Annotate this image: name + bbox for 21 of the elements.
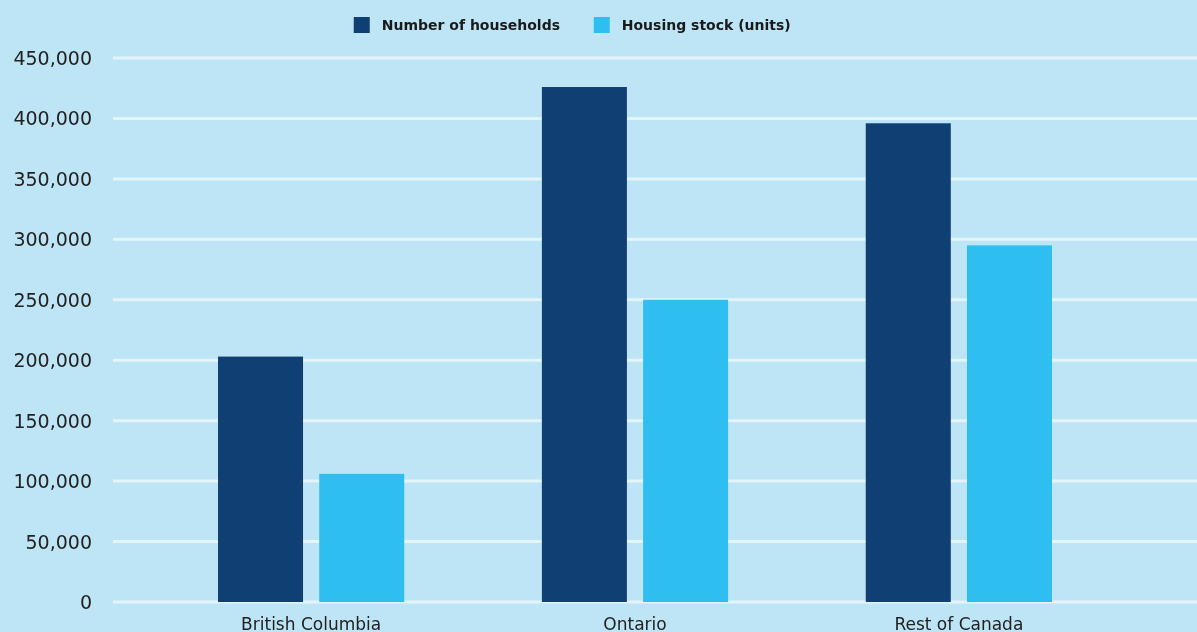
x-tick-label: Rest of Canada (894, 614, 1024, 632)
legend-label: Number of households (381, 17, 561, 33)
y-tick-label: 200,000 (13, 349, 92, 372)
legend-label: Housing stock (units) (621, 17, 791, 33)
y-tick-label: 50,000 (25, 530, 92, 553)
y-tick-label: 400,000 (13, 107, 92, 130)
y-tick-label: 150,000 (13, 409, 92, 432)
y-tick-label: 100,000 (13, 470, 92, 493)
x-tick-label: British Columbia (241, 614, 382, 632)
bar (218, 356, 304, 602)
y-tick-label: 300,000 (13, 228, 92, 251)
x-tick-label: Ontario (603, 614, 667, 632)
bar (966, 245, 1052, 602)
y-tick-label: 0 (79, 591, 92, 613)
bar (643, 299, 729, 602)
bar (541, 87, 627, 602)
y-tick-label: 450,000 (13, 47, 92, 69)
y-tick-label: 250,000 (13, 288, 92, 311)
bar (319, 473, 405, 602)
bar (865, 123, 951, 602)
y-tick-label: 350,000 (13, 167, 92, 190)
